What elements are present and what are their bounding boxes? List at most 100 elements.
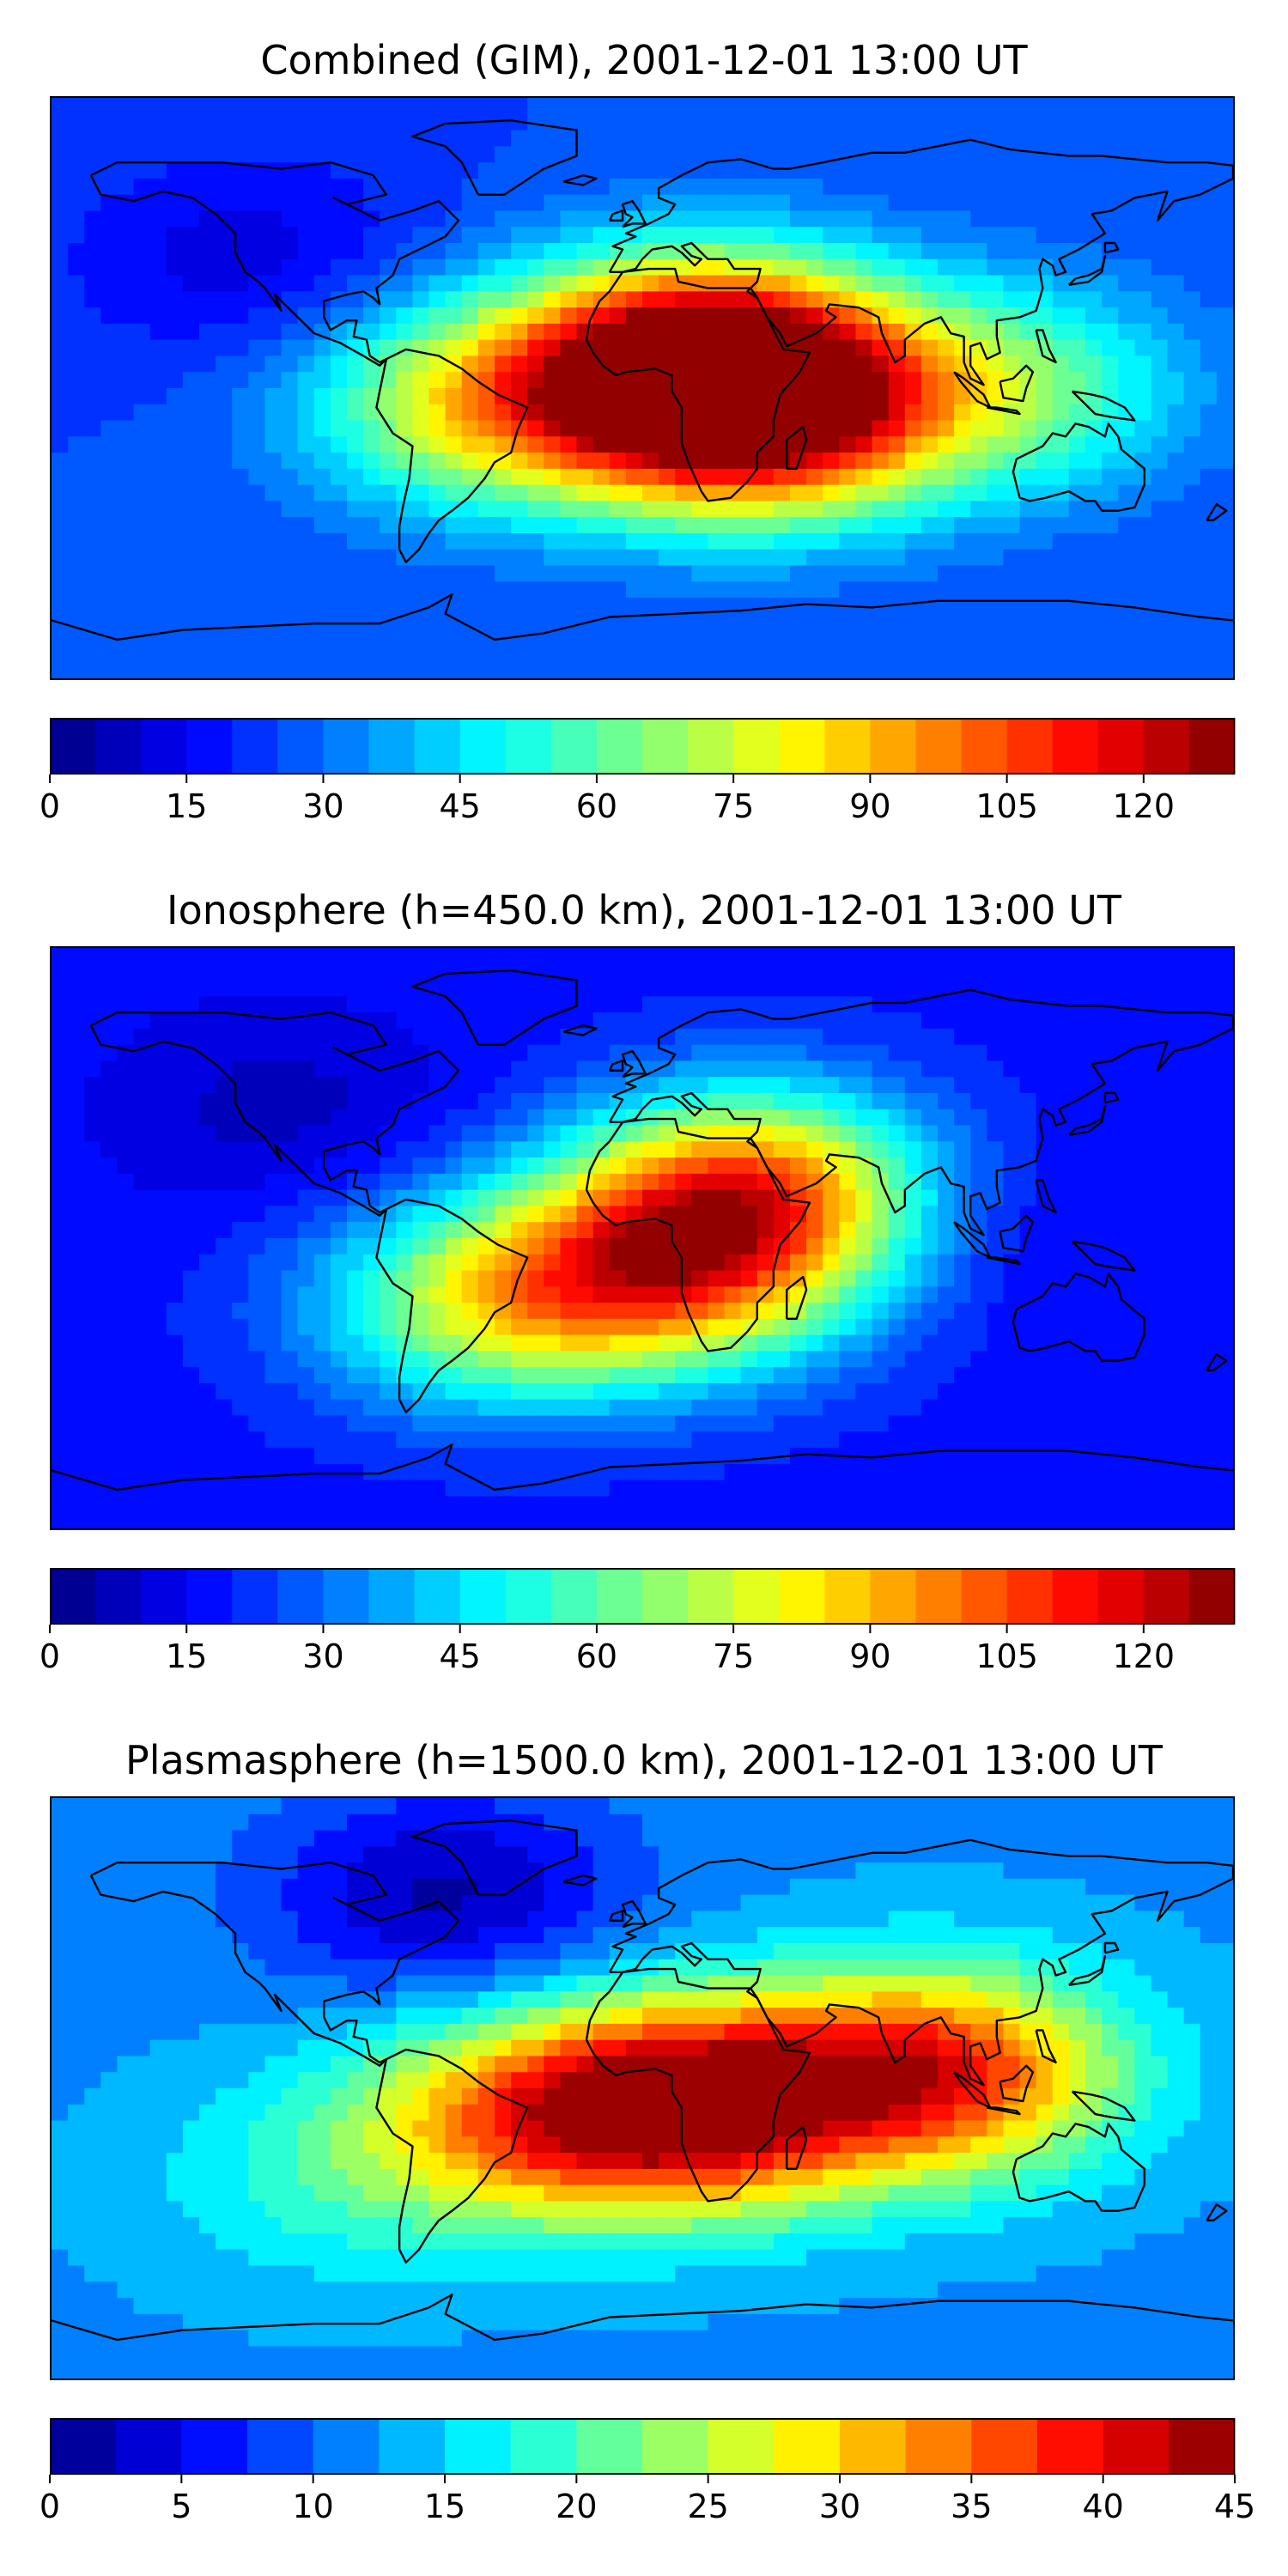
field-cell: [495, 404, 512, 422]
field-cell: [117, 1448, 135, 1465]
field-cell: [625, 420, 643, 437]
field-cell: [724, 1270, 742, 1287]
field-cell: [872, 1060, 890, 1078]
field-cell: [281, 1463, 299, 1481]
field-cell: [1216, 1431, 1233, 1449]
field-cell: [330, 1028, 348, 1046]
field-cell: [347, 1448, 364, 1465]
field-cell: [380, 275, 397, 292]
field-cell: [1052, 1077, 1070, 1094]
field-cell: [248, 1109, 266, 1127]
field-cell: [740, 436, 758, 453]
field-cell: [1068, 533, 1086, 550]
field-cell: [1216, 227, 1233, 244]
field-cell: [264, 1367, 283, 1384]
field-cell: [920, 581, 939, 598]
field-cell: [297, 1318, 315, 1336]
field-cell: [659, 162, 676, 179]
field-cell: [149, 307, 167, 325]
field-cell: [477, 1415, 495, 1432]
field-cell: [806, 1173, 823, 1191]
field-cell: [396, 291, 414, 308]
field-cell: [987, 227, 1005, 244]
field-cell: [675, 1028, 692, 1046]
field-cell: [839, 243, 857, 260]
field-cell: [1118, 1093, 1135, 1110]
field-cell: [544, 533, 562, 550]
field-cell: [1183, 533, 1201, 550]
field-cell: [659, 1367, 676, 1384]
field-cell: [1216, 291, 1233, 308]
field-cell: [100, 1141, 118, 1158]
field-cell: [1019, 1351, 1037, 1368]
coastline: [1206, 503, 1228, 522]
field-cell: [232, 307, 249, 325]
field-cell: [790, 243, 807, 260]
field-cell: [806, 996, 823, 1013]
field-cell: [199, 980, 216, 997]
field-cell: [281, 662, 299, 678]
field-cell: [1134, 275, 1152, 292]
field-cell: [477, 662, 495, 678]
field-cell: [1003, 581, 1021, 598]
field-cell: [100, 1157, 118, 1175]
field-cell: [216, 646, 233, 663]
field-cell: [347, 1238, 364, 1255]
field-cell: [1118, 453, 1135, 470]
field-cell: [1118, 517, 1135, 534]
field-cell: [1183, 1448, 1201, 1465]
field-cell: [1200, 130, 1218, 147]
field-cell: [806, 646, 823, 663]
field-cell: [52, 948, 69, 965]
field-cell: [428, 1270, 447, 1287]
field-cell: [1183, 436, 1201, 453]
field-cell: [675, 113, 692, 131]
field-cell: [675, 1206, 692, 1223]
field-cell: [1052, 98, 1070, 115]
field-cell: [954, 275, 971, 292]
field-cell: [544, 1303, 562, 1320]
field-cell: [52, 629, 69, 647]
field-cell: [920, 468, 939, 486]
field-cell: [412, 420, 430, 437]
field-cell: [1019, 1254, 1037, 1272]
field-cell: [330, 1125, 348, 1142]
field-cell: [117, 307, 135, 325]
field-cell: [740, 1173, 758, 1191]
field-cell: [1085, 372, 1103, 389]
field-cell: [264, 420, 283, 437]
field-cell: [790, 1189, 807, 1207]
field-cell: [659, 1431, 676, 1449]
field-cell: [756, 1206, 775, 1223]
field-cell: [248, 1206, 266, 1223]
field-cell: [806, 1093, 823, 1110]
field-cell: [675, 453, 692, 470]
field-cell: [954, 1222, 971, 1239]
field-cell: [477, 598, 495, 615]
field-cell: [248, 1431, 266, 1449]
field-cell: [740, 388, 758, 405]
field-cell: [724, 533, 742, 550]
colorbar-segment: [1052, 718, 1099, 775]
field-cell: [790, 1383, 807, 1400]
field-cell: [281, 1060, 299, 1078]
field-cell: [708, 565, 726, 582]
field-cell: [477, 1254, 495, 1272]
field-cell: [1216, 98, 1233, 115]
field-cell: [281, 484, 299, 502]
field-cell: [1052, 453, 1070, 470]
field-cell: [363, 1093, 380, 1110]
field-cell: [839, 533, 857, 550]
field-cell: [1183, 468, 1201, 486]
field-cell: [823, 948, 840, 965]
field-cell: [855, 1254, 873, 1272]
field-cell: [232, 275, 249, 292]
field-cell: [182, 130, 200, 147]
field-cell: [149, 275, 167, 292]
field-cell: [888, 581, 906, 598]
field-cell: [199, 598, 216, 615]
field-cell: [84, 210, 101, 228]
field-cell: [724, 1351, 742, 1368]
field-cell: [1118, 484, 1135, 502]
field-cell: [248, 258, 266, 276]
